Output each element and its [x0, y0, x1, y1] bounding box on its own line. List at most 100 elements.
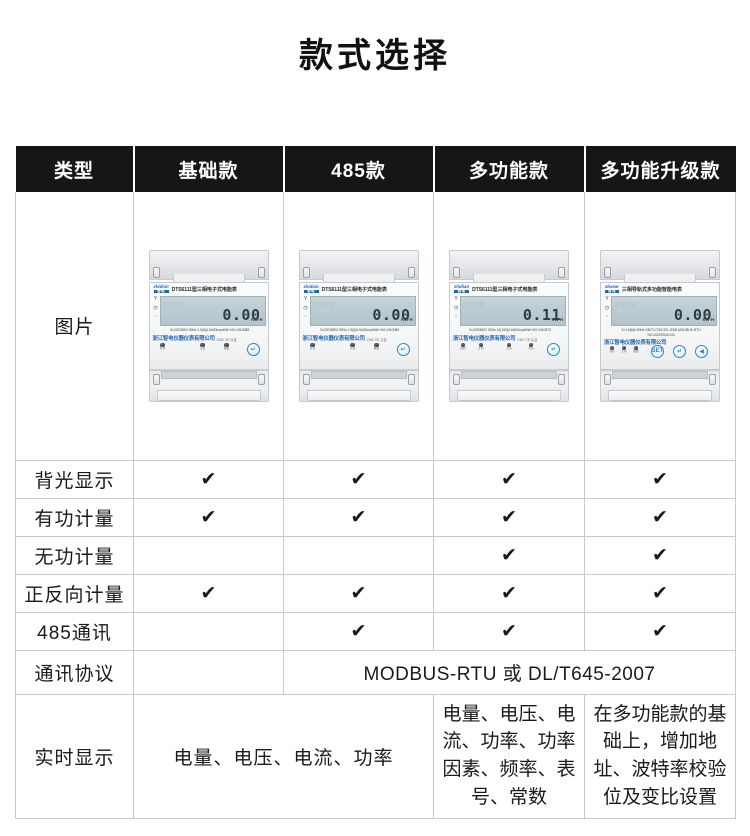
- led-dot-icon: [528, 342, 534, 348]
- led-indicator: 有功: [158, 342, 168, 351]
- led-dot-icon: [621, 345, 627, 351]
- meter-company-name: 浙江智电仪器仪表有限公司: [302, 335, 365, 342]
- meter-cell-485: zhidian 智电 DTS6111型三相电子式电能表 Y ◷ ▫: [283, 192, 434, 461]
- check-bidirectional-485: ✔: [283, 574, 434, 613]
- led-dot-icon: [374, 342, 379, 348]
- lcd-screen: 8888 0.11 KW·H: [460, 295, 566, 326]
- lcd-screen: 8888 0.00 KW·H: [309, 295, 416, 326]
- meter-indicator-row: 有功 无功 报警: [605, 344, 717, 362]
- led-label: 有功: [309, 346, 316, 350]
- meter-cert-mark: CMC CE 认证: [216, 337, 237, 342]
- column-header-multifunction-plus: 多功能升级款: [584, 146, 736, 192]
- meter-set-button[interactable]: SET: [651, 344, 664, 358]
- meter-bottom-lip: [608, 389, 712, 401]
- check-backlight-plus: ✔: [584, 460, 736, 499]
- table-row-realtime-display: 实时显示 电量、电压、电流、功率 电量、电压、电流、功率、功率因素、频率、表号、…: [15, 694, 736, 819]
- column-header-485: 485款: [283, 146, 435, 192]
- led-indicator: 报警: [631, 345, 641, 354]
- meter-image-485: zhidian 智电 DTS6111型三相电子式电能表 Y ◷ ▫: [297, 249, 421, 402]
- lcd-unit: KW·H: [702, 316, 714, 322]
- screw-icon: [152, 373, 160, 385]
- check-reactive-multi: ✔: [433, 536, 585, 575]
- page-title-container: 款式选择: [0, 0, 750, 75]
- brand-logo-sub: 智电: [454, 289, 470, 294]
- row-label-image: 图片: [15, 192, 134, 461]
- led-indicator: 无功: [619, 345, 629, 354]
- square-icon: ▫: [606, 313, 608, 320]
- lcd-side-icons: Y ◷ ▫: [302, 296, 310, 320]
- meter-bottom-notch: [160, 370, 257, 379]
- screw-icon: [257, 373, 265, 385]
- check-bidirectional-basic: ✔: [133, 574, 284, 613]
- clock-icon: ◷: [604, 304, 610, 311]
- meter-spec-line: 3×220/380V 50Hz 10(100)A 6400imp/kWh NO.…: [469, 327, 551, 332]
- screw-icon: [302, 373, 310, 385]
- check-bidirectional-plus: ✔: [584, 574, 736, 613]
- led-indicator: 有功: [607, 345, 617, 354]
- screw-icon: [453, 373, 460, 385]
- check-485comm-basic: [133, 612, 284, 651]
- led-label: 报警: [633, 349, 639, 353]
- check-backlight-485: ✔: [283, 460, 434, 499]
- led-dot-icon: [633, 345, 639, 351]
- row-label-realtime-display: 实时显示: [15, 694, 134, 819]
- meter-cell-multifunction-plus: zbsear 智电 三相导轨式多功能智能电表 Y ◷ ▫: [584, 192, 736, 461]
- led-label: 有功: [159, 346, 166, 350]
- screw-icon: [152, 266, 160, 278]
- row-label-bidirectional: 正反向计量: [15, 574, 134, 613]
- row-label-reactive-energy: 无功计量: [15, 536, 134, 575]
- meter-brand-row: zbsear 智电 三相导轨式多功能智能电表: [601, 284, 719, 295]
- row-label-backlight: 背光显示: [15, 460, 134, 499]
- led-indicator: 有功: [526, 342, 536, 351]
- row-label-protocol: 通讯协议: [15, 650, 134, 695]
- screw-icon: [407, 373, 415, 385]
- page-title: 款式选择: [299, 37, 451, 75]
- screw-icon: [257, 266, 265, 278]
- meter-enter-button[interactable]: ↵: [396, 342, 410, 356]
- check-bidirectional-multi: ✔: [433, 574, 585, 613]
- meter-company-row: 浙江智电仪器仪表有限公司: [604, 338, 718, 346]
- meter-company-name: 浙江智电仪器仪表有限公司: [604, 339, 667, 346]
- screw-icon: [604, 266, 611, 278]
- table-row-protocol: 通讯协议 MODBUS-RTU 或 DL/T645-2007: [15, 650, 736, 695]
- led-label: 无功: [199, 346, 206, 350]
- brand-logo: zbsear 智电: [605, 284, 619, 294]
- screw-icon: [302, 266, 310, 278]
- brand-logo-text: zbsear: [605, 284, 619, 290]
- meter-company-row: 浙江智电仪器仪表有限公司 CMC CE 认证: [153, 334, 267, 342]
- meter-company-name: 浙江智电仪器仪表有限公司: [453, 335, 516, 342]
- column-header-type: 类型: [15, 146, 135, 192]
- spec-table-container: 类型 基础款 485款 多功能款 多功能升级款 图片: [15, 146, 736, 819]
- check-reactive-basic: [133, 536, 284, 575]
- spec-comparison-table: 类型 基础款 485款 多功能款 多功能升级款 图片: [15, 146, 736, 819]
- row-label-485-comm: 485通讯: [15, 612, 134, 651]
- meter-enter-button[interactable]: ↵: [547, 342, 560, 356]
- table-row-active-energy: 有功计量 ✔ ✔ ✔ ✔: [15, 498, 736, 537]
- lcd-reading: 0.00: [673, 305, 712, 324]
- meter-image-basic: zhidian 智电 DTS6111型三相电子式电能表 Y ◷ ▫: [147, 249, 271, 402]
- meter-enter-button[interactable]: ↵: [673, 344, 686, 358]
- led-dot-icon: [200, 342, 205, 348]
- meter-indicator-row: 有功 无功 报警: [304, 342, 416, 359]
- meter-model-label: DTS6111型三相电子式电能表: [321, 286, 387, 293]
- led-indicator: 有功: [308, 342, 318, 351]
- square-icon: ▫: [455, 313, 457, 320]
- meter-back-button[interactable]: ◀: [695, 344, 708, 358]
- screw-icon: [709, 373, 716, 385]
- meter-spec-line: 3×220/380V 50Hz 1.5(6)A 6400imp/kWh NO.1…: [170, 327, 249, 332]
- meter-brand-row: zhidian 智电 DTS6111型三相电子式电能表: [450, 284, 568, 295]
- led-indicator: 正向: [476, 342, 486, 351]
- meter-brand-row: zhidian 智电 DTS6111型三相电子式电能表: [150, 284, 268, 295]
- check-active-basic: ✔: [133, 498, 284, 537]
- led-indicator: 报警: [222, 342, 232, 351]
- meter-enter-button[interactable]: ↵: [246, 342, 260, 356]
- meter-spec-line: 3×1.5(6)A 50Hz GB/T17215.321-2008 MODBUS…: [621, 327, 701, 332]
- brand-logo: zhidian 智电: [153, 284, 169, 294]
- lcd-ghost-segments: 8888: [615, 300, 636, 309]
- led-dot-icon: [460, 342, 466, 348]
- led-dot-icon: [160, 342, 165, 348]
- check-reactive-485: [283, 536, 434, 575]
- table-row-bidirectional: 正反向计量 ✔ ✔ ✔ ✔: [15, 574, 736, 613]
- screw-icon: [709, 266, 716, 278]
